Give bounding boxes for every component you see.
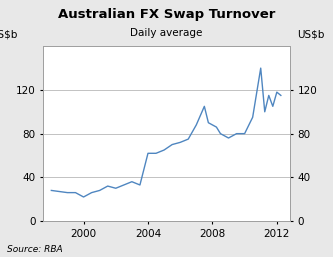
Text: US$b: US$b bbox=[0, 29, 18, 39]
Text: Source: RBA: Source: RBA bbox=[7, 245, 62, 254]
Text: US$b: US$b bbox=[297, 29, 324, 39]
Text: Australian FX Swap Turnover: Australian FX Swap Turnover bbox=[58, 8, 275, 21]
Text: Daily average: Daily average bbox=[130, 28, 203, 38]
